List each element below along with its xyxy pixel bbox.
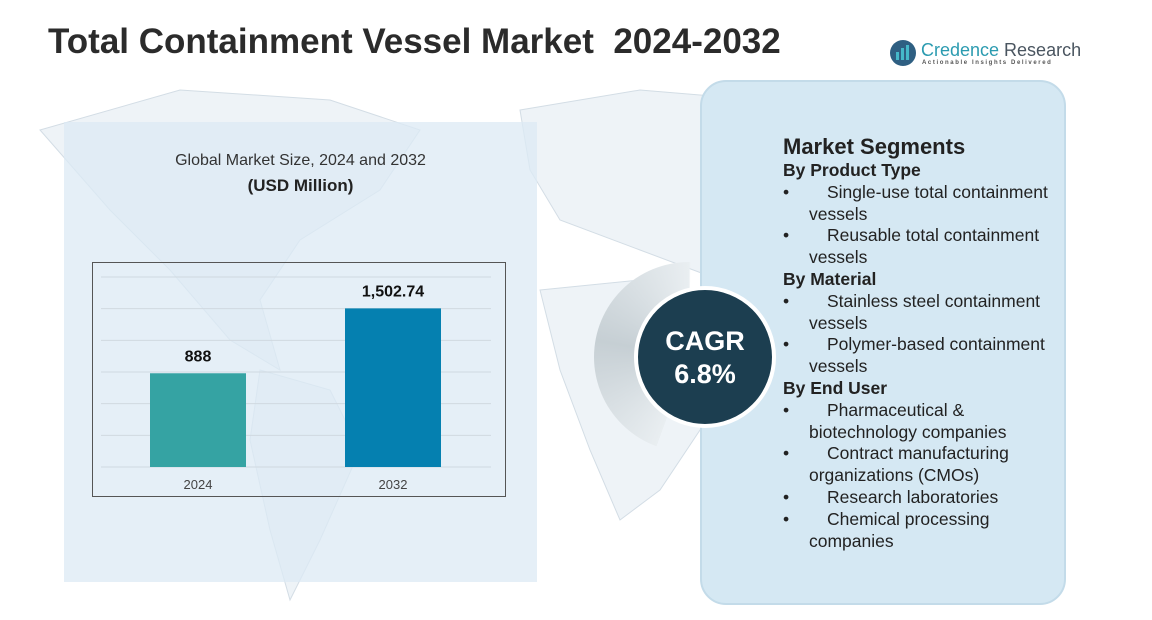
segment-item: • Chemical processing companies <box>783 509 1063 553</box>
chart-frame: 888 2024 1,502.74 2032 <box>92 262 506 497</box>
segment-item: • Single-use total containment vessels <box>783 182 1063 226</box>
segments-heading: Market Segments <box>783 134 966 159</box>
logo-name-part2: Research <box>999 40 1082 60</box>
bullet-icon: • <box>783 399 790 420</box>
bar-chart: 888 2024 1,502.74 2032 <box>101 276 491 492</box>
logo-name: Credence Research <box>921 40 1081 61</box>
segment-item: • Pharmaceutical & biotechnology companie… <box>783 400 1063 444</box>
segment-item: • Research laboratories <box>783 487 1063 509</box>
bullet-icon: • <box>783 443 790 464</box>
segment-item-text: Research laboratories <box>827 486 999 507</box>
segment-item: • Stainless steel containment vessels <box>783 291 1063 335</box>
bar-2032 <box>345 308 441 467</box>
chart-panel <box>64 122 537 582</box>
bullet-icon: • <box>783 225 790 246</box>
segment-item-text: Polymer-based containment vessels <box>809 334 1045 377</box>
segment-item-text: Pharmaceutical & biotechnology companies <box>809 399 1007 442</box>
bullet-icon: • <box>783 290 790 311</box>
bullet-icon: • <box>783 334 790 355</box>
cagr-badge: CAGR 6.8% <box>634 286 776 428</box>
x-tick-label: 2024 <box>184 477 213 492</box>
page-title: Total Containment Vessel Market 2024-203… <box>48 22 781 61</box>
segment-item: • Reusable total containment vessels <box>783 225 1063 269</box>
bar-2024 <box>150 373 246 467</box>
x-tick-label: 2032 <box>379 477 408 492</box>
logo-bars-icon <box>890 40 916 66</box>
segment-item-text: Single-use total containment vessels <box>809 181 1048 224</box>
segment-item-text: Reusable total containment vessels <box>809 225 1040 268</box>
market-segments: Market Segments By Product Type • Single-u… <box>783 134 1063 552</box>
credence-research-logo: Credence Research Actionable Insights De… <box>890 40 1081 72</box>
bullet-icon: • <box>783 508 790 529</box>
segment-item: • Polymer-based containment vessels <box>783 334 1063 378</box>
chart-unit: (USD Million) <box>247 176 354 195</box>
data-label: 1,502.74 <box>362 283 424 300</box>
segment-item-text: Stainless steel containment vessels <box>809 290 1041 333</box>
segment-item-text: Chemical processing companies <box>809 508 990 551</box>
logo-name-part1: Credence <box>921 40 1000 60</box>
cagr-label: CAGR <box>665 326 745 356</box>
chart-title: Global Market Size, 2024 and 2032 <box>175 152 426 169</box>
cagr-value: 6.8% <box>674 359 736 389</box>
logo-tagline: Actionable Insights Delivered <box>922 60 1053 66</box>
segment-group-title: By Material <box>783 268 877 289</box>
bullet-icon: • <box>783 486 790 507</box>
segment-item-text: Contract manufacturing organizations (CM… <box>809 443 1009 486</box>
segment-group-title: By End User <box>783 377 888 398</box>
segment-group-title: By Product Type <box>783 160 921 180</box>
bullet-icon: • <box>783 181 790 202</box>
data-label: 888 <box>185 348 212 365</box>
segment-item: • Contract manufacturing organizations (C… <box>783 443 1063 487</box>
